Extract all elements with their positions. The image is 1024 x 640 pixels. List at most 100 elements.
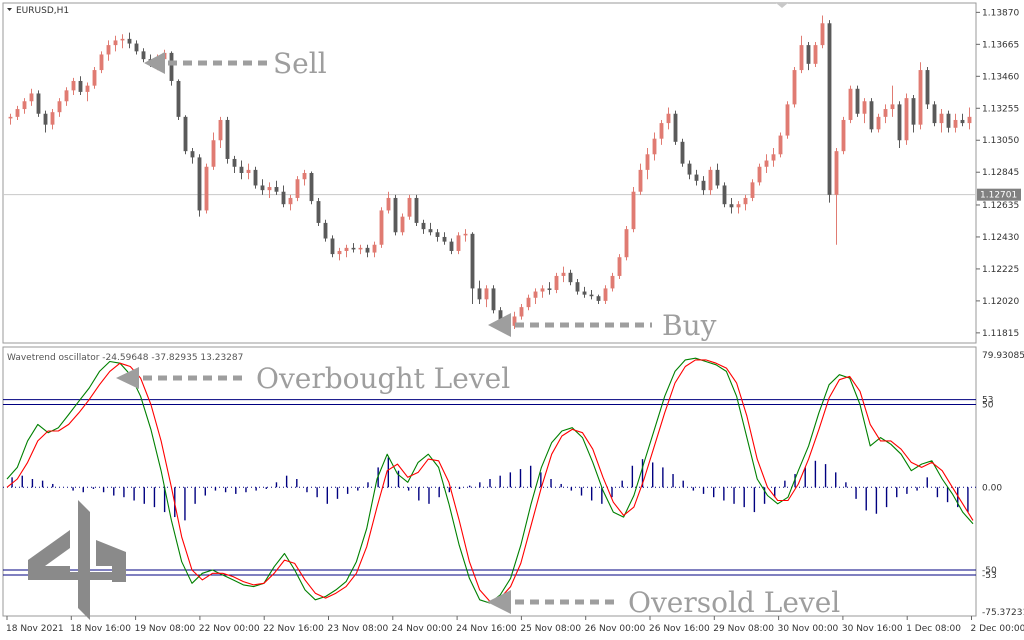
candle-body [421, 222, 426, 230]
candle-body [750, 182, 755, 198]
candle-body [330, 238, 335, 255]
candle-body [316, 201, 321, 223]
candle-body [701, 180, 706, 191]
candle-body [722, 185, 727, 205]
candle-body [526, 297, 531, 308]
candle-body [904, 98, 909, 141]
candle-body [785, 104, 790, 136]
candle-body [323, 222, 328, 239]
candle-body [498, 310, 503, 320]
indicator-label: Wavetrend oscillator -24.59648 -37.82935… [7, 353, 243, 363]
candle-body [834, 151, 839, 195]
buy-annotation: Buy [488, 309, 717, 342]
candle-body [897, 104, 902, 141]
candle-body [393, 197, 398, 233]
candle-body [470, 233, 475, 289]
candle-body [813, 45, 818, 64]
candle-body [757, 166, 762, 183]
candle-body [589, 294, 594, 297]
time-tick-label: 22 Nov 00:00 [199, 624, 260, 634]
candle-body [57, 101, 62, 113]
current-price-box [977, 188, 1021, 201]
candle-body [827, 23, 832, 195]
candle-body [582, 291, 587, 295]
candle-body [309, 173, 314, 202]
candle-body [442, 236, 447, 242]
candle-body [253, 169, 258, 186]
candle-body [22, 101, 27, 110]
candle-body [638, 169, 643, 192]
candle-body [414, 197, 419, 223]
candle-body [120, 38, 125, 41]
oversold-arrow-icon [487, 590, 511, 614]
candle-body [358, 247, 363, 250]
candle-body [533, 291, 538, 298]
candle-body [337, 250, 342, 255]
oscillator-tick-label: 53 [982, 396, 993, 406]
candle-body [428, 229, 433, 233]
candle-body [225, 119, 230, 159]
candle-body [274, 187, 279, 192]
oscillator-tick-label: -50 [982, 566, 997, 576]
candle-body [190, 151, 195, 158]
candle-body [918, 70, 923, 125]
price-tick-label: 1.12020 [982, 297, 1019, 307]
candle-body [246, 169, 251, 173]
candle-body [953, 119, 958, 128]
candle-body [939, 113, 944, 124]
current-price-label: 1.12701 [980, 191, 1017, 201]
candle-body [92, 70, 97, 86]
sell-arrow-icon [144, 52, 165, 74]
candle-body [281, 191, 286, 205]
symbol-label[interactable]: EURUSD,H1 [16, 6, 69, 16]
candle-body [967, 116, 972, 124]
candle-body [862, 101, 867, 114]
candle-body [400, 216, 405, 233]
candle-body [484, 288, 489, 300]
candle-body [771, 154, 776, 161]
candle-body [799, 45, 804, 71]
time-axis: 18 Nov 2021 18 Nov 16:00 19 Nov 08:00 22 No… [6, 616, 1024, 634]
candle-body [743, 197, 748, 205]
candle-body [715, 169, 720, 186]
candle-body [603, 288, 608, 301]
candle-body [729, 204, 734, 208]
price-tick-label: 1.12430 [982, 233, 1019, 243]
candle-body [960, 119, 965, 124]
histogram-group [3, 457, 976, 521]
candle-body [645, 154, 650, 170]
candle-body [911, 98, 916, 125]
candle-body [554, 275, 559, 290]
overbought-arrow-icon [116, 367, 139, 389]
candle-body [890, 104, 895, 110]
logo-watermark [28, 500, 126, 620]
time-tick-label: 18 Nov 2021 [6, 624, 64, 634]
time-tick-label: 25 Nov 08:00 [520, 624, 581, 634]
candle-body [631, 191, 636, 230]
time-tick-label: 24 Nov 00:00 [392, 624, 453, 634]
time-tick-label: 1 Dec 08:00 [906, 624, 961, 634]
candle-body [610, 275, 615, 289]
candle-body [113, 40, 118, 46]
candle-body [792, 70, 797, 105]
candle-body [218, 119, 223, 141]
symbol-dropdown-icon[interactable] [7, 8, 12, 11]
candles-group [8, 15, 972, 333]
candle-body [71, 80, 76, 91]
candle-body [288, 197, 293, 205]
oversold-annotation: Oversold Level [487, 586, 840, 619]
candle-body [141, 51, 146, 60]
candle-body [512, 316, 517, 326]
price-tick-label: 1.12635 [982, 201, 1019, 211]
chart-shift-marker-icon[interactable] [776, 3, 788, 8]
candle-body [211, 140, 216, 167]
candle-body [8, 116, 13, 119]
candle-body [820, 23, 825, 46]
candle-body [477, 288, 482, 300]
overbought-label: Overbought Level [256, 362, 510, 395]
candle-body [260, 185, 265, 191]
candle-body [491, 288, 496, 311]
time-tick-label: 29 Nov 08:00 [713, 624, 774, 634]
